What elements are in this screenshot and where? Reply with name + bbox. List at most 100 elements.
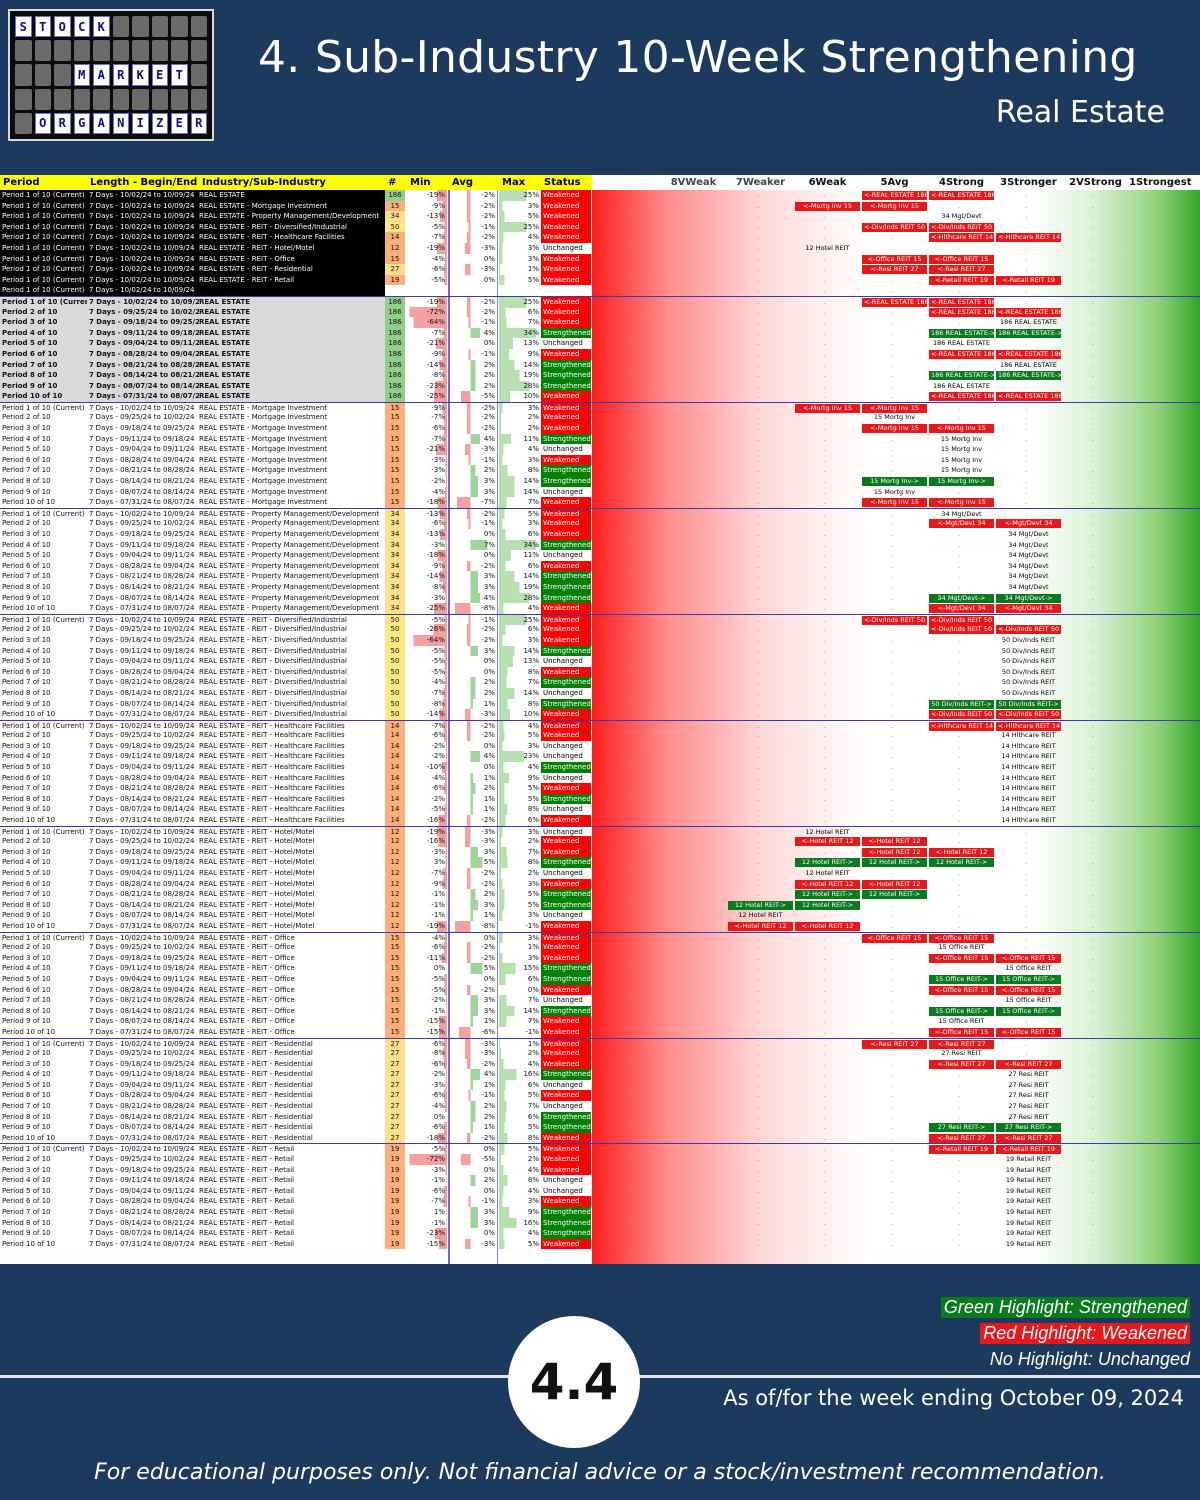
industry-cell: REAL ESTATE - REIT - Hotel/Motel (199, 879, 315, 888)
bucket-placeholder: . (690, 1039, 693, 1048)
table-row: Period 7 of 10 7 Days - 08/21/24 to 08/28… (0, 1101, 1200, 1112)
length-cell: 7 Days - 08/14/24 to 08/21/24 (89, 477, 195, 486)
avg-cell: -2% (449, 984, 497, 996)
row-label-block (0, 306, 385, 318)
bucket-placeholder: . (623, 1133, 626, 1142)
bucket-placeholder: . (623, 763, 626, 772)
length-cell: 7 Days - 07/31/24 to 08/07/24 (89, 498, 195, 507)
legend-strengthened: Green Highlight: Strengthened (940, 1297, 1190, 1318)
bucket-placeholder: . (824, 1006, 827, 1015)
min-cell: -3% (407, 1164, 447, 1176)
bucket-placeholder: . (1092, 710, 1095, 719)
bucket-placeholder: . (623, 773, 626, 782)
bucket-placeholder: . (891, 1017, 894, 1026)
row-label-block (0, 190, 385, 201)
table-row: Period 7 of 10 7 Days - 08/21/24 to 08/28… (0, 571, 1200, 582)
bucket-placeholder: . (623, 212, 626, 221)
bucket-placeholder: . (1159, 933, 1162, 942)
logo-cell: G (73, 112, 90, 134)
bucket-placeholder: . (690, 1059, 693, 1068)
count-cell: 12 (385, 868, 405, 879)
status-badge: Unchanged (541, 338, 591, 349)
status-badge: Weakened (541, 264, 591, 275)
length-cell: 7 Days - 08/21/24 to 08/28/24 (89, 360, 199, 369)
bucket-tag: <-Div/Inds REIT 50 (929, 222, 994, 232)
period-cell: Period 10 of 10 (2, 392, 63, 401)
min-cell: -6% (407, 783, 447, 794)
bucket-placeholder: . (757, 509, 760, 518)
length-cell: 7 Days - 09/04/24 to 09/11/24 (89, 1186, 195, 1195)
max-cell: 25% (499, 614, 541, 626)
bucket-placeholder: . (1092, 455, 1095, 464)
bucket-placeholder: . (623, 1039, 626, 1048)
bucket-placeholder: . (690, 243, 693, 252)
industry-cell: REAL ESTATE (199, 191, 245, 199)
count-cell: 34 (385, 550, 405, 561)
bucket-tag: 15 Mortg Inv (873, 487, 916, 496)
period-cell: Period 8 of 10 (2, 582, 51, 591)
bucket-placeholder: . (824, 710, 827, 719)
table-row: Period 5 of 10 7 Days - 09/04/24 to 09/11… (0, 868, 1200, 879)
bucket-placeholder: . (891, 667, 894, 676)
bucket-placeholder: . (891, 540, 894, 549)
bucket-placeholder: . (1025, 890, 1028, 899)
table-row: Period 3 of 10 7 Days - 09/18/24 to 09/25… (0, 634, 1200, 646)
bucket-placeholder: . (891, 233, 894, 242)
status-badge: Weakened (541, 190, 591, 201)
bucket-placeholder: . (1025, 339, 1028, 348)
bucket-placeholder: . (690, 371, 693, 380)
table-row: Period 7 of 10 7 Days - 08/21/24 to 08/28… (0, 995, 1200, 1006)
bucket-placeholder: . (623, 615, 626, 624)
min-cell (407, 285, 447, 296)
bucket-placeholder: . (1025, 1017, 1028, 1026)
bucket-tag: <-Hlthcare REIT 14 (929, 233, 994, 243)
industry-cell: REAL ESTATE - REIT - Office (199, 964, 295, 973)
bucket-placeholder: . (891, 519, 894, 528)
length-cell: 7 Days - 08/28/24 to 09/04/24 (89, 561, 195, 570)
table-row: Period 1 of 10 (Current) 7 Days - 10/02/2… (0, 221, 1200, 233)
page-title: 4. Sub-Industry 10-Week Strengthening (258, 32, 1138, 83)
bucket-tag: 50 Div/Inds REIT (1001, 678, 1056, 687)
bucket-tag: 34 Mgt/Devt (1008, 530, 1049, 538)
max-cell: 7% (499, 497, 541, 508)
length-cell: 7 Days - 09/18/24 to 09/25/24 (89, 635, 195, 644)
bucket-placeholder: . (1025, 509, 1028, 518)
bucket-placeholder: . (1092, 540, 1095, 549)
period-cell: Period 1 of 10 (Current) (2, 222, 85, 231)
as-of-date: As of/for the week ending October 09, 20… (723, 1386, 1184, 1410)
length-cell: 7 Days - 10/02/24 to 10/09/24 (89, 721, 195, 730)
bucket-placeholder: . (690, 1123, 693, 1132)
bucket-placeholder: . (1092, 1208, 1095, 1216)
bucket-placeholder: . (690, 1091, 693, 1100)
industry-cell: REAL ESTATE - Property Management/Develo… (199, 593, 380, 602)
status-badge: Weakened (541, 296, 591, 308)
bucket-placeholder: . (623, 222, 626, 231)
bucket-placeholder: . (824, 455, 827, 464)
status-badge: Weakened (541, 624, 591, 635)
length-cell: 7 Days - 08/21/24 to 08/28/24 (89, 572, 195, 581)
status-badge: Weakened (541, 1164, 591, 1176)
avg-cell: -2% (449, 624, 497, 635)
table-row: Period 3 of 10 7 Days - 09/18/24 to 09/25… (0, 846, 1200, 858)
min-cell: -2% (407, 740, 447, 752)
period-cell: Period 5 of 10 (2, 1080, 51, 1089)
bucket-placeholder: . (1159, 455, 1162, 464)
length-cell: 7 Days - 07/31/24 to 08/07/24 (89, 1239, 195, 1248)
avg-cell: -1% (449, 454, 497, 466)
length-cell: 7 Days - 08/21/24 to 08/28/24 (89, 1102, 195, 1111)
bucket-placeholder: . (1025, 434, 1028, 443)
bucket-placeholder: . (1159, 254, 1162, 263)
status-badge: Strengthened (541, 698, 591, 710)
avg-cell: -3% (449, 709, 497, 720)
length-cell: 7 Days - 08/21/24 to 08/28/24 (89, 466, 195, 475)
bucket-placeholder: . (690, 773, 693, 782)
bucket-placeholder: . (623, 392, 626, 401)
count-cell: 34 (385, 539, 405, 551)
bucket-placeholder: . (1159, 1059, 1162, 1068)
bucket-placeholder: . (757, 243, 760, 252)
bucket-placeholder: . (690, 551, 693, 560)
bucket-placeholder: . (623, 667, 626, 676)
bucket-placeholder: . (891, 582, 894, 591)
bucket-placeholder: . (1159, 974, 1162, 983)
status-badge: Weakened (541, 720, 591, 732)
